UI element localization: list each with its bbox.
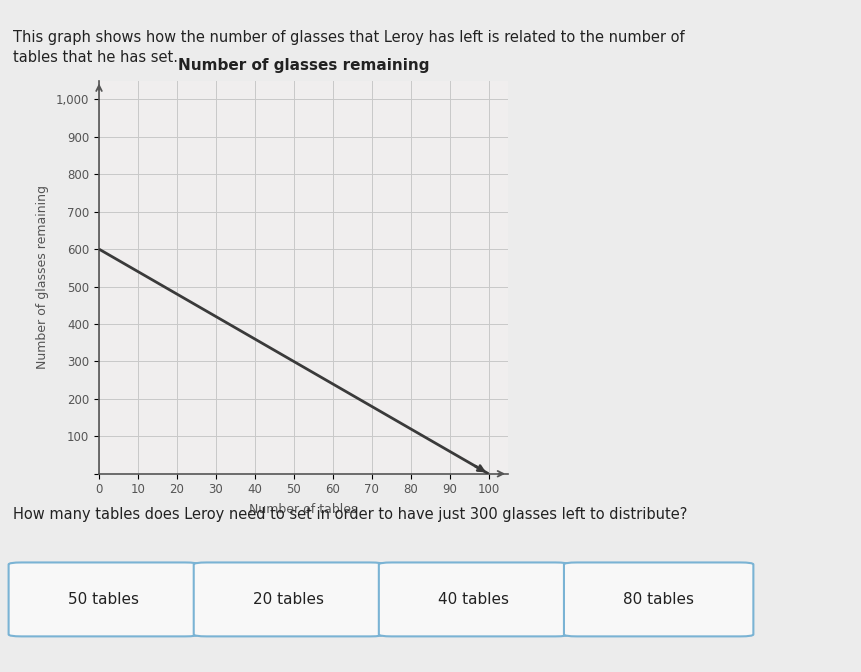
FancyBboxPatch shape bbox=[379, 562, 568, 636]
Title: Number of glasses remaining: Number of glasses remaining bbox=[177, 58, 430, 73]
Text: 80 tables: 80 tables bbox=[623, 592, 694, 607]
Text: tables that he has set.: tables that he has set. bbox=[13, 50, 178, 65]
Text: This graph shows how the number of glasses that Leroy has left is related to the: This graph shows how the number of glass… bbox=[13, 30, 684, 45]
X-axis label: Number of tables: Number of tables bbox=[249, 503, 358, 516]
Text: 20 tables: 20 tables bbox=[253, 592, 324, 607]
FancyBboxPatch shape bbox=[9, 562, 198, 636]
FancyBboxPatch shape bbox=[564, 562, 753, 636]
FancyBboxPatch shape bbox=[194, 562, 383, 636]
Text: 50 tables: 50 tables bbox=[68, 592, 139, 607]
Y-axis label: Number of glasses remaining: Number of glasses remaining bbox=[36, 185, 49, 369]
Text: How many tables does Leroy need to set in order to have just 300 glasses left to: How many tables does Leroy need to set i… bbox=[13, 507, 687, 522]
Text: 40 tables: 40 tables bbox=[438, 592, 509, 607]
